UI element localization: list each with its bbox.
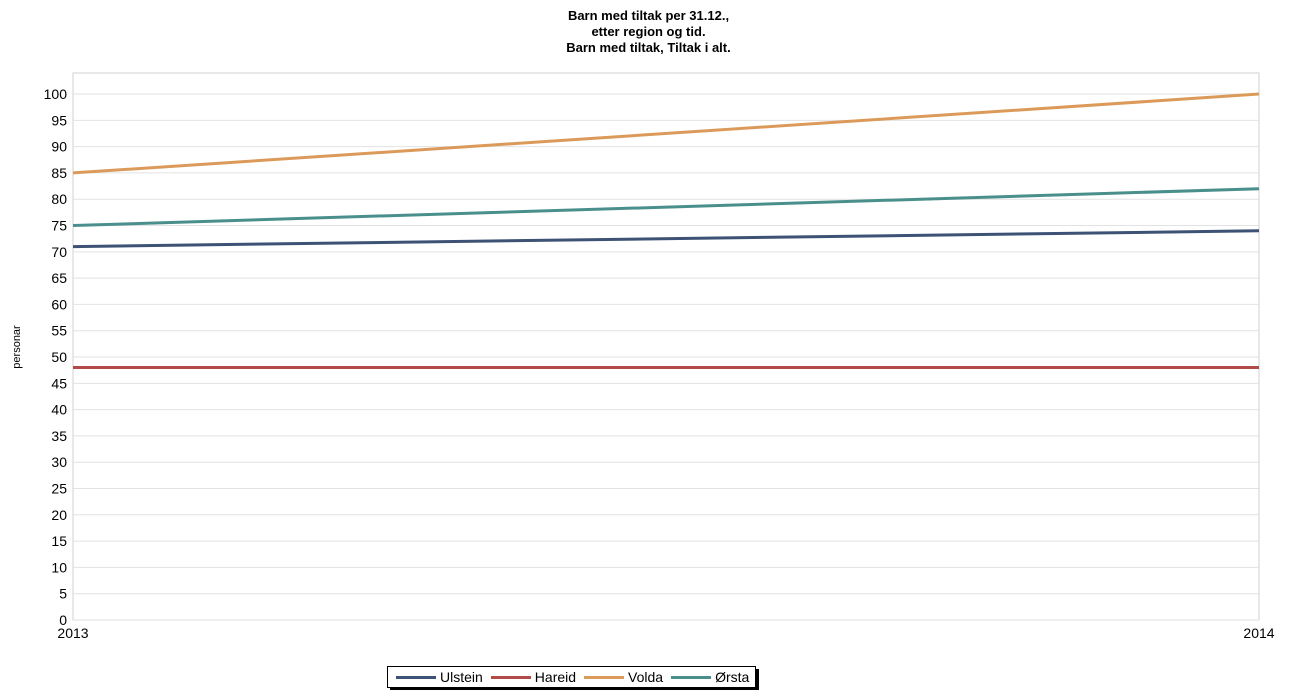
x-tick-label: 2014 <box>1243 625 1274 641</box>
series-line-volda <box>72 92 1260 175</box>
legend-swatch <box>490 675 531 679</box>
legend-swatch <box>671 675 712 679</box>
series-lines <box>72 92 1260 370</box>
chart-title-line-1: Barn med tiltak per 31.12., <box>567 8 730 23</box>
chart-title: Barn med tiltak per 31.12., etter region… <box>0 8 1297 56</box>
y-tick-label: 50 <box>51 349 67 365</box>
legend-label: Ulstein <box>440 669 483 685</box>
legend-label: Ørsta <box>715 669 750 685</box>
y-tick-label: 65 <box>51 270 67 286</box>
legend-item-ørsta: Ørsta <box>671 669 749 685</box>
legend-swatch <box>396 675 436 679</box>
legend: Ulstein Hareid Volda Ørsta <box>387 666 757 688</box>
y-tick-label: 10 <box>51 559 67 575</box>
y-axis-label: personar <box>11 325 23 369</box>
y-tick-label: 70 <box>51 244 67 260</box>
y-tick-label: 75 <box>51 218 67 234</box>
x-axis-ticks: 2013 2014 <box>57 625 1274 641</box>
legend-item-ulstein: Ulstein <box>396 669 483 685</box>
y-tick-label: 55 <box>51 323 67 339</box>
chart-title-line-3: Barn med tiltak, Tiltak i alt. <box>566 40 731 55</box>
gridlines <box>73 93 1259 621</box>
y-tick-label: 100 <box>44 86 68 102</box>
y-tick-label: 20 <box>51 507 67 523</box>
series-line-ørsta <box>72 187 1260 228</box>
y-tick-label: 15 <box>51 533 67 549</box>
y-axis-ticks: 0 5 10 15 20 25 30 35 40 45 50 55 60 65 70 75 80 85 90 95 10… <box>44 86 68 628</box>
y-tick-label: 90 <box>51 139 67 155</box>
x-tick-label: 2013 <box>57 625 88 641</box>
y-tick-label: 0 <box>59 612 67 628</box>
y-tick-label: 60 <box>51 296 67 312</box>
y-tick-label: 25 <box>51 481 67 497</box>
y-tick-label: 85 <box>51 165 67 181</box>
legend-item-volda: Volda <box>584 669 663 685</box>
series-line-ulstein <box>72 229 1260 249</box>
legend-swatch <box>584 675 625 679</box>
y-tick-label: 45 <box>51 375 67 391</box>
y-tick-label: 80 <box>51 191 67 207</box>
legend-label: Hareid <box>534 669 577 685</box>
legend-item-hareid: Hareid <box>490 669 577 685</box>
y-tick-label: 95 <box>51 112 67 128</box>
plot-area <box>72 72 1260 621</box>
y-tick-label: 35 <box>51 428 67 444</box>
chart-title-line-2: etter region og tid. <box>591 24 706 39</box>
y-tick-label: 30 <box>51 454 67 470</box>
legend-label: Volda <box>628 669 664 685</box>
y-tick-label: 5 <box>59 586 67 602</box>
y-tick-label: 40 <box>51 402 67 418</box>
